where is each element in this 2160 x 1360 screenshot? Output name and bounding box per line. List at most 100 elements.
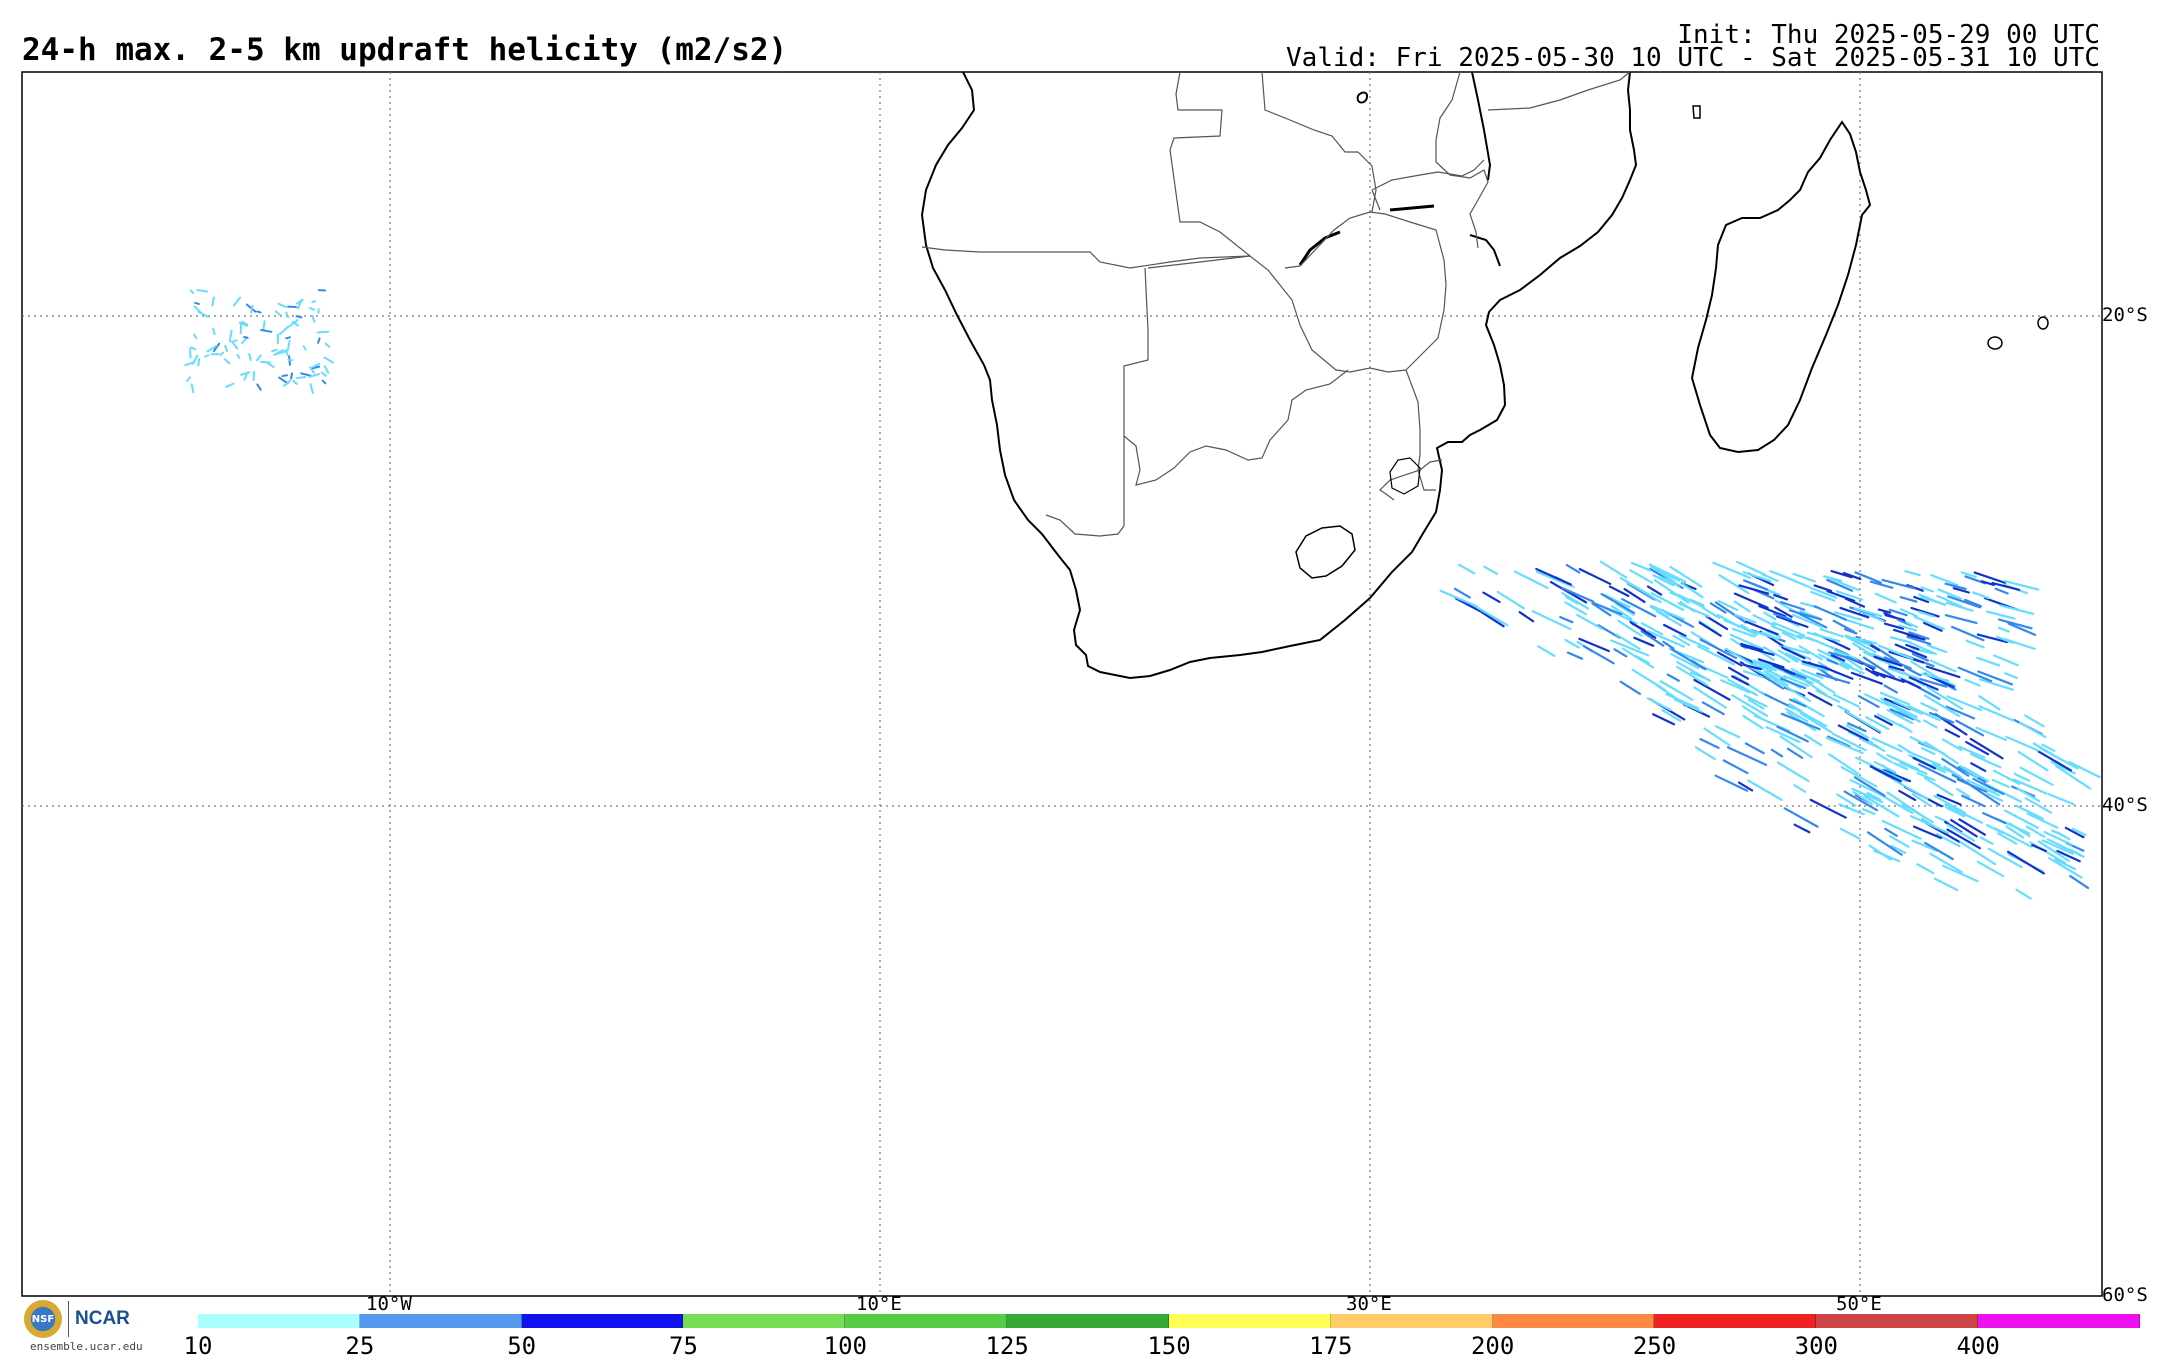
uh-cluster-southeast [1441, 562, 2100, 899]
uh-streak [1937, 596, 1946, 600]
uh-streak [1838, 706, 1849, 712]
uh-streak [257, 355, 261, 360]
lake-cahora-bassa [1390, 206, 1434, 210]
uh-streak [1980, 679, 2013, 689]
uh-streak [251, 306, 252, 313]
uh-streak [226, 384, 233, 387]
uh-streak [192, 384, 194, 392]
uh-streak [1925, 778, 1953, 795]
uh-streak [304, 346, 306, 349]
colorbar-tick-label: 150 [1147, 1332, 1190, 1360]
uh-streak [1484, 567, 1497, 574]
uh-streak [234, 298, 240, 306]
uh-streak [288, 360, 292, 361]
uh-streak [1700, 623, 1721, 636]
uh-streak [279, 378, 287, 384]
uh-streak [1794, 785, 1805, 792]
uh-streak [1794, 574, 1815, 581]
colorbar-segment [1654, 1314, 1816, 1328]
uh-streak [1560, 617, 1572, 622]
comoros-island [1693, 106, 1700, 118]
uh-streak [1921, 703, 1937, 710]
uh-streak [310, 308, 314, 310]
uh-streak [1716, 726, 1739, 737]
madagascar-coastline [1692, 122, 1870, 452]
uh-streak [1946, 615, 1977, 623]
uh-streak [309, 374, 319, 377]
ensemble-url: ensemble.ucar.edu [30, 1340, 143, 1353]
uh-streak [1774, 595, 1787, 599]
uh-streak [1728, 747, 1766, 764]
uh-streak [322, 373, 326, 376]
uh-streak [1577, 615, 1602, 629]
uh-streak [1630, 570, 1652, 582]
uh-streak [1895, 780, 1927, 798]
uh-streak [291, 373, 292, 378]
uh-streak [1648, 698, 1671, 710]
uh-streak [1877, 753, 1891, 762]
uh-streak [1696, 747, 1715, 759]
uh-streak [1809, 693, 1832, 705]
uh-streak [241, 372, 249, 375]
uh-streak [1694, 687, 1725, 707]
uh-streak [1873, 738, 1902, 751]
uh-streak [2016, 806, 2042, 819]
uh-streak [1841, 829, 1860, 839]
uh-streak [1981, 838, 1993, 844]
uh-streak [213, 329, 214, 335]
uh-streak [286, 337, 290, 338]
uh-streak [1870, 846, 1891, 860]
uh-streak [257, 384, 260, 389]
map-frame [22, 72, 2102, 1296]
uh-streak [1879, 610, 1890, 613]
uh-streak [280, 327, 288, 334]
uh-streak [1905, 571, 1919, 575]
uh-streak [1925, 843, 1953, 859]
uh-streak [232, 341, 237, 348]
colorbar-tick-label: 100 [824, 1332, 867, 1360]
uh-streak [326, 344, 330, 347]
uh-streak [225, 346, 227, 351]
uh-streak [1737, 562, 1765, 575]
uh-streak [261, 330, 271, 332]
uh-streak [311, 384, 313, 393]
colorbar-tick-label: 300 [1795, 1332, 1838, 1360]
uh-streak [2049, 794, 2074, 804]
uh-streak [1568, 653, 1582, 659]
colorbar-segment [1007, 1314, 1169, 1328]
uh-streak [2070, 762, 2100, 777]
colorbar-tick-label: 10 [184, 1332, 213, 1360]
uh-streak [1915, 617, 1944, 629]
uh-streak [1716, 776, 1747, 791]
uh-streak [1829, 754, 1858, 773]
colorbar-segment [522, 1314, 684, 1328]
uh-streak [2014, 780, 2046, 794]
reunion-island [1988, 337, 2002, 349]
uh-streak [1996, 589, 2008, 594]
uh-streak [1999, 628, 2009, 632]
uh-streak [1931, 575, 1957, 585]
uh-streak [1441, 591, 1477, 607]
lon-label-10w: 10°W [366, 1293, 412, 1315]
uh-streak [1743, 707, 1760, 718]
eswatini-border [1390, 458, 1420, 494]
uh-streak [293, 381, 296, 384]
uh-streak [245, 374, 247, 379]
uh-streak [1671, 593, 1687, 600]
uh-streak [1483, 593, 1499, 602]
uh-streak [1746, 744, 1764, 754]
uh-streak [191, 291, 194, 294]
uh-streak [1634, 638, 1653, 646]
uh-streak [1946, 730, 1959, 737]
uh-streak [1962, 572, 1976, 576]
uh-streak [1663, 642, 1673, 649]
africa-coastline [922, 72, 1636, 678]
uh-streak [1719, 575, 1748, 593]
uh-streak [1952, 627, 1983, 640]
uh-streak [1983, 813, 2005, 823]
lon-label-30e: 30°E [1346, 1293, 1392, 1315]
uh-streak [195, 303, 199, 304]
uh-streak [1959, 747, 1984, 758]
uh-streak [325, 358, 333, 363]
